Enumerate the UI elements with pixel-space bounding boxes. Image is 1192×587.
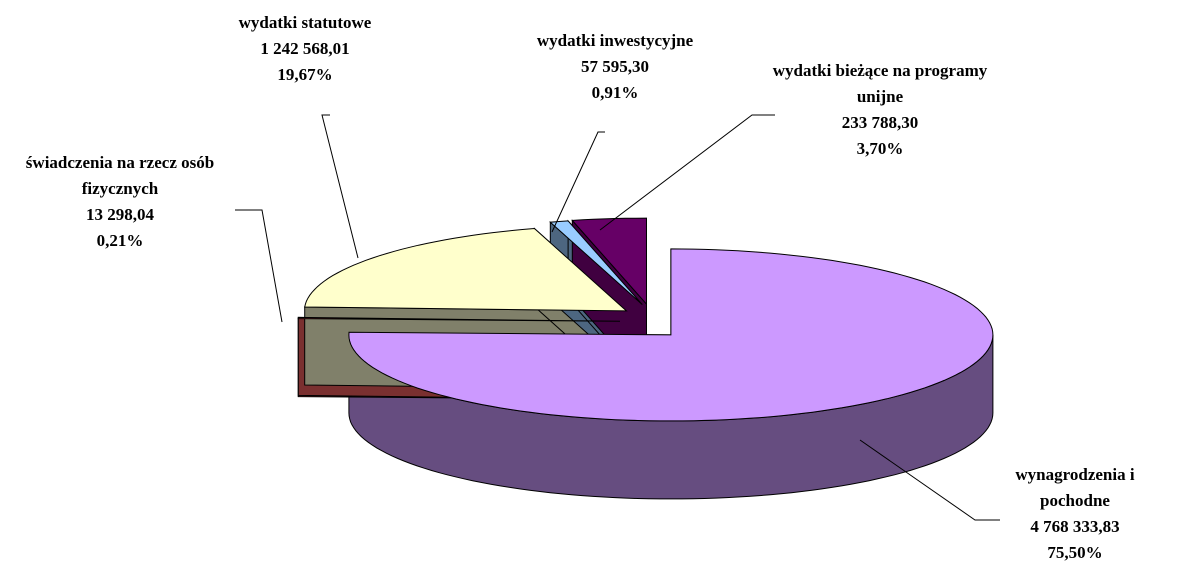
label-percent: 3,70%	[856, 139, 904, 158]
label-amount: 233 788,30	[841, 113, 919, 132]
label-name: wynagrodzenia i pochodne	[1015, 465, 1135, 510]
label-percent: 0,21%	[96, 231, 144, 250]
leader-line	[599, 114, 775, 231]
label-percent: 0,91%	[591, 83, 639, 102]
label-amount: 1 242 568,01	[260, 39, 350, 58]
slice	[348, 248, 994, 422]
slice-label: wynagrodzenia i pochodne 4 768 333,83 75,5…	[995, 462, 1155, 566]
label-name: wydatki bieżące na programy unijne	[772, 61, 988, 106]
slice-label: świadczenia na rzecz osób fizycznych 13 2…	[5, 150, 235, 254]
label-amount: 57 595,30	[581, 57, 649, 76]
slice	[571, 217, 647, 306]
label-amount: 13 298,04	[86, 205, 154, 224]
label-name: świadczenia na rzecz osób fizycznych	[25, 153, 215, 198]
leader-line	[551, 131, 605, 233]
label-name: wydatki statutowe	[238, 13, 372, 32]
slice	[297, 316, 621, 322]
label-amount: 4 768 333,83	[1030, 517, 1120, 536]
slice-label: wydatki inwestycyjne 57 595,30 0,91%	[520, 28, 710, 106]
slice-label: wydatki bieżące na programy unijne 233 78…	[770, 58, 990, 162]
leader-line	[321, 114, 359, 259]
label-percent: 19,67%	[277, 65, 333, 84]
slice	[549, 220, 643, 305]
leader-line	[859, 439, 1000, 521]
slice-label: wydatki statutowe 1 242 568,01 19,67%	[215, 10, 395, 88]
label-name: wydatki inwestycyjne	[536, 31, 694, 50]
slice	[304, 227, 628, 312]
label-percent: 75,50%	[1047, 543, 1103, 562]
leader-line	[235, 209, 283, 323]
